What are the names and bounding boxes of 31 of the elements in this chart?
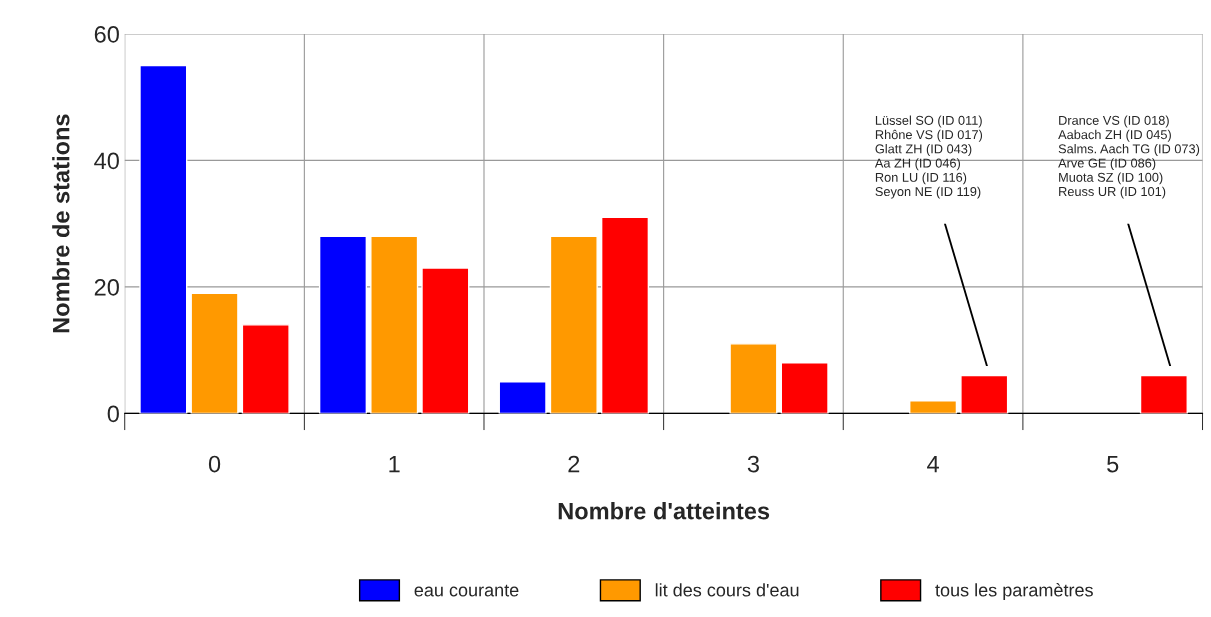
x-tick-label: 0 — [208, 455, 221, 473]
bar — [421, 267, 470, 414]
bar — [139, 64, 188, 414]
annotation: Lüssel SO (ID 011) Rhône VS (ID 017) Glatt ZH (ID 043) Aa ZH (ID 046) Ron LU (ID 116) Seyon NE (ID 119) — [874, 115, 983, 199]
x-tick-label: 3 — [747, 455, 759, 473]
bar — [498, 381, 547, 414]
bar — [370, 235, 419, 414]
x-tick-label: 4 — [927, 455, 939, 473]
x-tick-label: 2 — [568, 455, 580, 473]
y-axis-title: Nombre de stations — [52, 114, 70, 333]
y-tick-label: 0 — [107, 405, 119, 423]
y-tick-label: 20 — [94, 278, 119, 296]
bar — [729, 343, 778, 414]
legend-label: eau courante — [414, 584, 519, 597]
legend-label: tous les paramètres — [935, 583, 1093, 601]
bar — [600, 216, 650, 414]
bar — [1139, 374, 1188, 414]
x-axis-title: Nombre d'atteintes — [558, 502, 770, 520]
bar — [909, 400, 958, 414]
y-tick-label: 40 — [94, 152, 119, 170]
x-tick-label: 1 — [389, 455, 400, 473]
bar — [241, 324, 290, 414]
bar — [318, 235, 368, 414]
bar — [549, 235, 598, 414]
x-tick-label: 5 — [1107, 455, 1119, 473]
annotation: Drance VS (ID 018) Aabach ZH (ID 045) Salms. Aach TG (ID 073) Arve GE (ID 086) Muota SZ (ID 100) Reuss UR (ID 101) — [1058, 115, 1200, 199]
bar — [960, 374, 1009, 414]
legend-label: lit des cours d'eau — [655, 583, 799, 597]
bar — [780, 362, 829, 414]
bar — [190, 292, 239, 414]
y-tick-label: 60 — [94, 26, 119, 43]
